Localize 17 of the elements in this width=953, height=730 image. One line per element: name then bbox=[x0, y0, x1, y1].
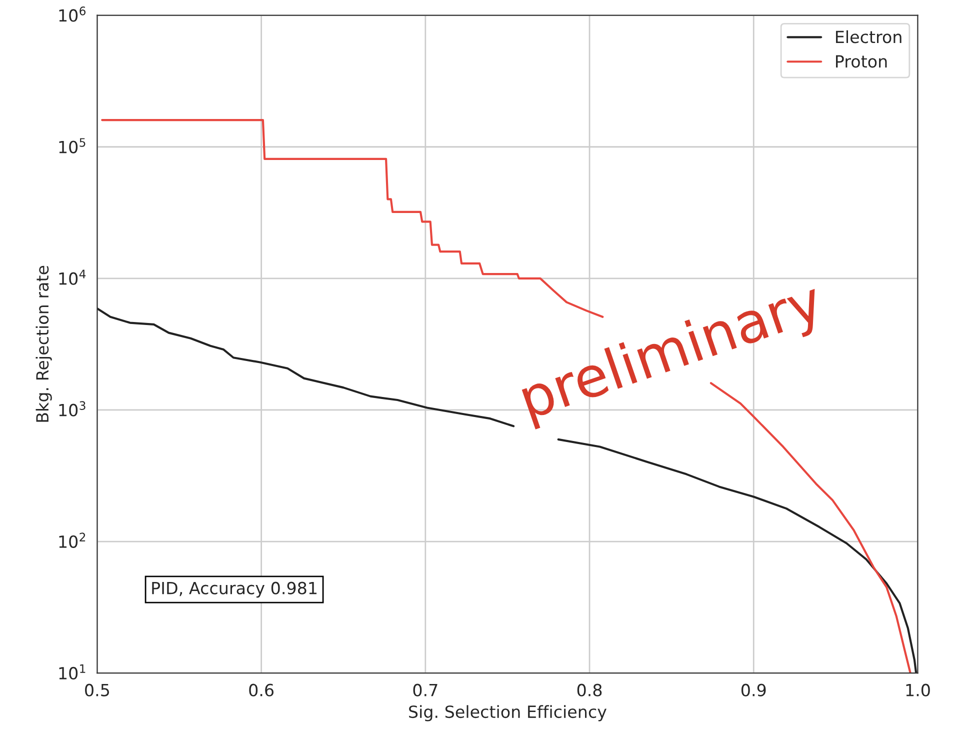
legend-label: Electron bbox=[836, 30, 902, 44]
annotation: PID, Accuracy 0.981 bbox=[152, 582, 316, 598]
x-tick-label: 0.7 bbox=[413, 684, 438, 696]
y-tick-label: 10$^{4}$ bbox=[59, 270, 86, 285]
x-axis-title: Sig. Selection Efficiency bbox=[409, 705, 606, 722]
x-tick-label: 0.8 bbox=[577, 684, 602, 696]
x-tick-label: 1.0 bbox=[906, 684, 930, 696]
y-axis-title: Bkg. Rejection rate bbox=[36, 266, 52, 422]
legend-label: Proton bbox=[836, 55, 887, 68]
x-tick-label: 0.5 bbox=[85, 684, 110, 696]
y-tick-label: 10$^{6}$ bbox=[59, 6, 86, 22]
y-tick-label: 10$^{3}$ bbox=[59, 401, 86, 416]
x-tick-label: 0.9 bbox=[741, 684, 766, 696]
y-tick-label: 10$^{5}$ bbox=[59, 138, 86, 154]
x-tick-label: 0.6 bbox=[249, 684, 274, 696]
y-tick-label: 10$^{2}$ bbox=[59, 532, 86, 548]
y-tick-label: 10$^{1}$ bbox=[59, 664, 86, 680]
